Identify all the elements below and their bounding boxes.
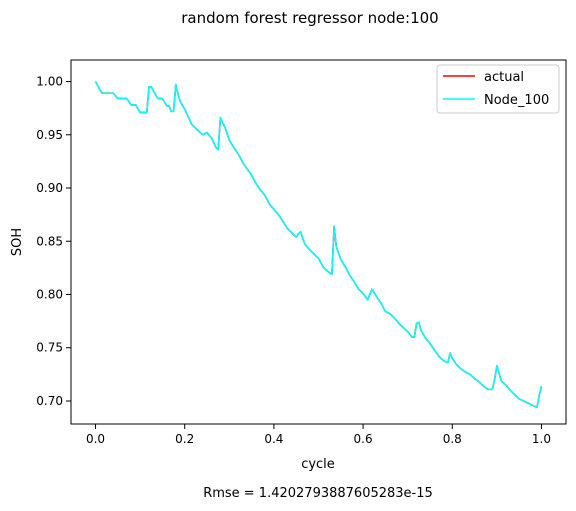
legend-label-actual: actual <box>484 70 524 85</box>
x-tick-label: 0.0 <box>86 432 105 446</box>
y-tick-label: 0.85 <box>36 234 63 248</box>
rmse-footer: Rmse = 1.4202793887605283e-15 <box>203 486 433 501</box>
legend: actual Node_100 <box>436 64 560 114</box>
y-tick-label: 0.75 <box>36 341 63 355</box>
x-tick-label: 0.4 <box>264 432 283 446</box>
y-axis-label: SOH <box>10 228 25 256</box>
series-lines <box>94 81 543 409</box>
x-axis: 0.0 0.2 0.4 0.6 0.8 1.0 <box>86 424 551 446</box>
y-tick-label: 1.00 <box>36 75 63 89</box>
x-axis-label: cycle <box>301 457 335 472</box>
chart-title: random forest regressor node:100 <box>181 9 438 27</box>
y-tick-label: 0.80 <box>36 288 63 302</box>
x-tick-label: 0.6 <box>354 432 373 446</box>
x-tick-label: 0.2 <box>175 432 194 446</box>
series-line-node-100 <box>94 81 543 409</box>
x-tick-label: 1.0 <box>532 432 551 446</box>
y-axis: 0.70 0.75 0.80 0.85 0.90 0.95 1.00 <box>36 75 71 408</box>
legend-frame <box>436 64 560 114</box>
x-tick-label: 0.8 <box>443 432 462 446</box>
y-tick-label: 0.70 <box>36 394 63 408</box>
plot-area-frame <box>70 59 567 425</box>
y-tick-label: 0.90 <box>36 181 63 195</box>
y-tick-label: 0.95 <box>36 128 63 142</box>
legend-label-node-100: Node_100 <box>484 93 549 108</box>
